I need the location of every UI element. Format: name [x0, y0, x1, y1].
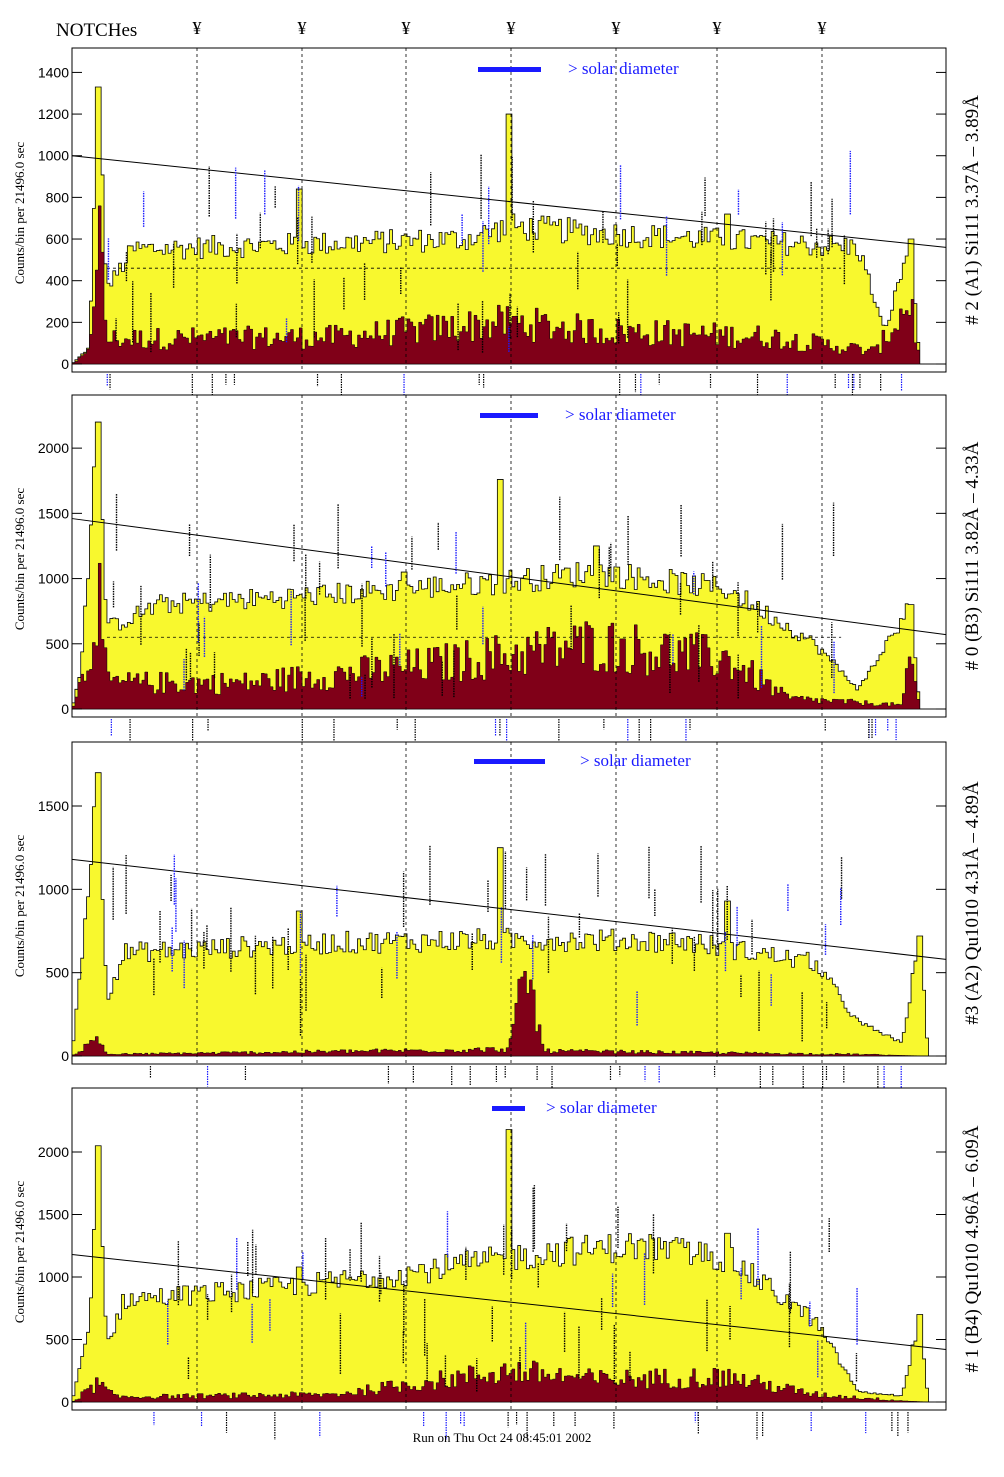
y-tick-label: 0 — [61, 701, 69, 717]
y-tick-label: 2000 — [38, 1144, 69, 1160]
y-axis-label: Counts/bin per 21496.0 sec — [12, 1181, 27, 1323]
y-tick-label: 0 — [61, 1048, 69, 1064]
y-tick-label: 1000 — [38, 571, 69, 587]
y-tick-label: 200 — [46, 314, 70, 330]
panel-title: # 1 (B4) Qu1010 4.96Å – 6.09Å — [962, 1125, 983, 1372]
panel-title: # 0 (B3) Si111 3.82Å – 4.33Å — [962, 441, 983, 670]
solar-diameter-bar — [480, 413, 538, 418]
y-tick-label: 500 — [46, 636, 70, 652]
y-axis-label: Counts/bin per 21496.0 sec — [12, 142, 27, 284]
chart-panel: 0 200 400 600 800 1000 1200 1400 Counts/bin per … — [12, 48, 983, 401]
chart-panel: 0 500 1000 1500 Counts/bin per 21496.0 sec #3… — [12, 742, 983, 1093]
solar-diameter-label: > solar diameter — [546, 1098, 657, 1117]
y-tick-label: 1000 — [38, 148, 69, 164]
y-tick-label: 800 — [46, 189, 70, 205]
solar-diameter-bar — [474, 759, 545, 764]
solar-diameter-bar — [492, 1106, 525, 1111]
solar-diameter-bar — [478, 67, 541, 72]
y-tick-label: 1500 — [38, 1207, 69, 1223]
y-tick-label: 500 — [46, 965, 70, 981]
run-timestamp: Run on Thu Oct 24 08:45:01 2002 — [0, 1430, 1004, 1446]
y-tick-label: 400 — [46, 273, 70, 289]
y-tick-label: 0 — [61, 356, 69, 372]
chart-panel: 0 500 1000 1500 2000 Counts/bin per 21496.0 s… — [12, 1088, 983, 1440]
y-tick-label: 0 — [61, 1394, 69, 1410]
y-tick-label: 600 — [46, 231, 70, 247]
y-axis-label: Counts/bin per 21496.0 sec — [12, 835, 27, 977]
solar-diameter-label: > solar diameter — [568, 59, 679, 78]
y-tick-label: 500 — [46, 1332, 70, 1348]
panel-title: # 2 (A1) Si111 3.37Å – 3.89Å — [962, 95, 983, 325]
y-tick-label: 1000 — [38, 1269, 69, 1285]
y-tick-label: 1400 — [38, 64, 69, 80]
solar-diameter-label: > solar diameter — [565, 405, 676, 424]
y-tick-label: 1500 — [38, 505, 69, 521]
y-tick-label: 1200 — [38, 106, 69, 122]
chart-panel: 0 500 1000 1500 2000 Counts/bin per 21496.0 s… — [12, 395, 983, 747]
panel-title: #3 (A2) Qu1010 4.31Å – 4.89Å — [962, 781, 983, 1025]
y-tick-label: 1000 — [38, 881, 69, 897]
y-tick-label: 1500 — [38, 798, 69, 814]
histogram-panels: 0 200 400 600 800 1000 1200 1400 Counts/bin per … — [0, 0, 1004, 1477]
y-axis-label: Counts/bin per 21496.0 sec — [12, 488, 27, 630]
y-tick-label: 2000 — [38, 440, 69, 456]
solar-diameter-label: > solar diameter — [580, 751, 691, 770]
